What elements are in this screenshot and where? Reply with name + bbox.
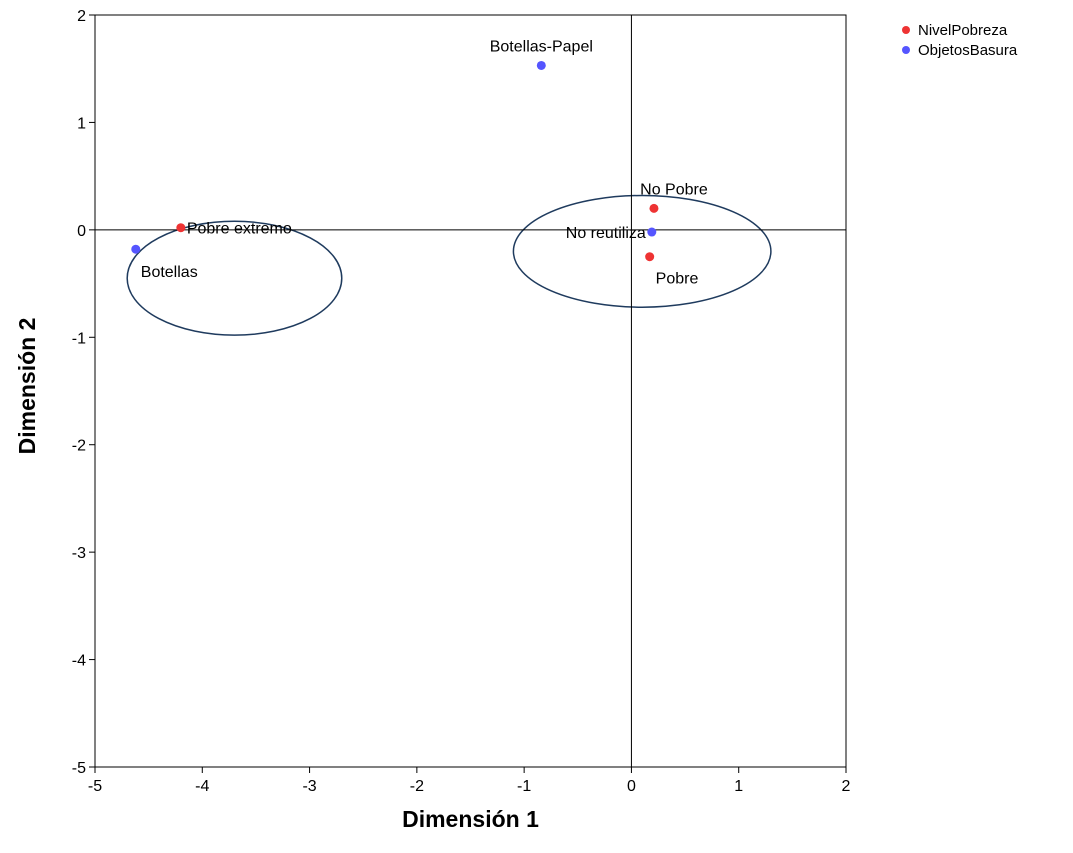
x-tick-label: -3: [302, 778, 316, 795]
x-tick-label: -4: [195, 778, 209, 795]
point-no-pobre: [649, 204, 658, 213]
x-axis-title: Dimensión 1: [402, 806, 539, 832]
y-tick-label: -2: [72, 438, 86, 455]
legend: NivelPobreza ObjetosBasura: [902, 22, 1018, 59]
legend-label: NivelPobreza: [918, 22, 1008, 39]
y-tick-label: 1: [77, 115, 86, 132]
point-pobre: [645, 252, 654, 261]
y-axis: -5 -4 -3 -2 -1 0 1 2: [72, 8, 95, 777]
point-label: No reutiliza: [566, 225, 646, 242]
y-tick-label: 0: [77, 223, 86, 240]
x-axis: -5 -4 -3 -2 -1 0 1 2: [88, 767, 851, 795]
x-tick-label: 1: [734, 778, 743, 795]
point-label: Pobre: [656, 271, 699, 288]
x-tick-label: -5: [88, 778, 102, 795]
point-label: Pobre extremo: [187, 221, 292, 238]
y-tick-label: -3: [72, 545, 86, 562]
point-label: No Pobre: [640, 181, 708, 198]
point-no-reutiliza: [647, 228, 656, 237]
y-tick-label: 2: [77, 8, 86, 25]
x-tick-label: 0: [627, 778, 636, 795]
point-label: Botellas: [141, 264, 198, 281]
y-tick-label: -5: [72, 760, 86, 777]
legend-marker: [902, 26, 910, 34]
point-label: Botellas-Papel: [490, 38, 593, 55]
x-tick-label: -1: [517, 778, 531, 795]
y-axis-title: Dimensión 2: [14, 318, 40, 455]
y-tick-label: -1: [72, 330, 86, 347]
legend-marker: [902, 46, 910, 54]
plot-area: [95, 15, 846, 767]
point-botellas-papel: [537, 61, 546, 70]
point-botellas: [131, 245, 140, 254]
x-tick-label: 2: [842, 778, 851, 795]
legend-label: ObjetosBasura: [918, 42, 1018, 59]
point-pobre-extremo: [176, 223, 185, 232]
x-tick-label: -2: [410, 778, 424, 795]
y-tick-label: -4: [72, 653, 86, 670]
